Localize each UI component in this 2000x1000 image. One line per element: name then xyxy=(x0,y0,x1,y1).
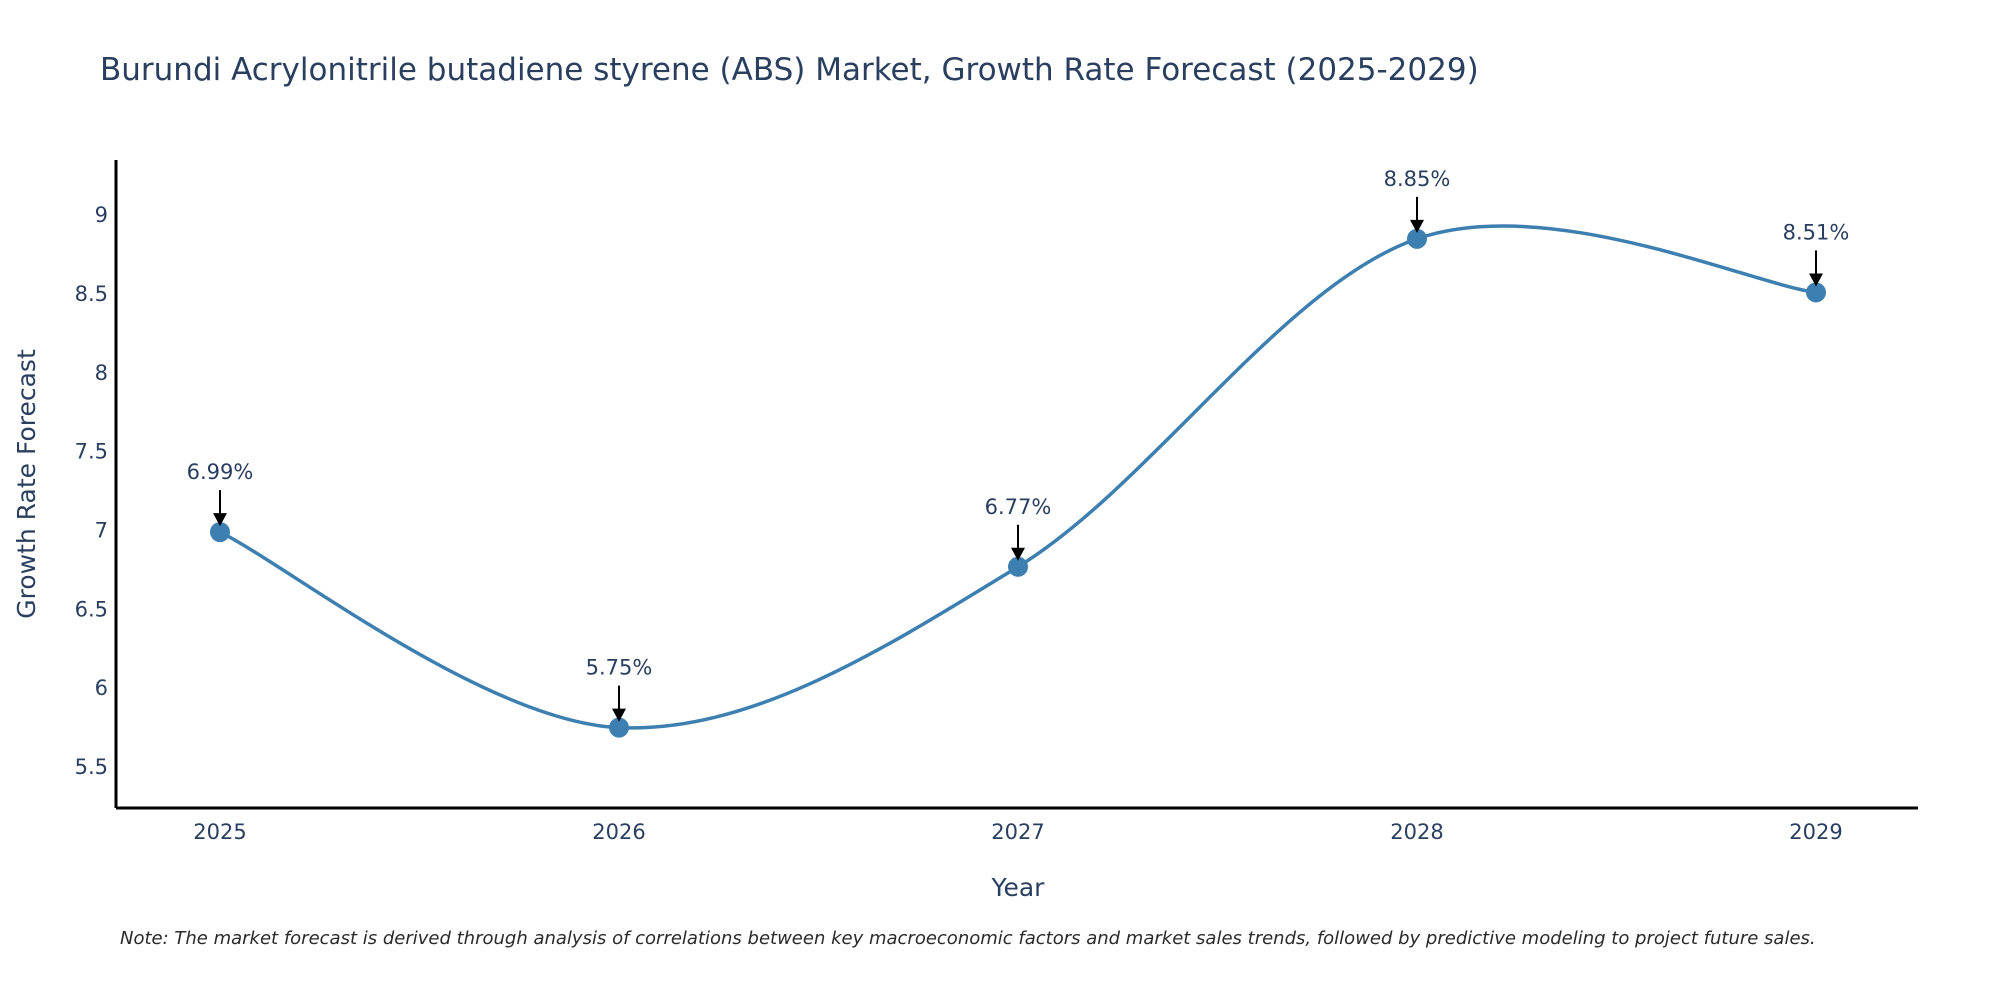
x-tick-label: 2029 xyxy=(1789,820,1842,844)
data-markers xyxy=(210,228,1826,738)
y-axis-ticks: 5.5 6 6.5 7 7.5 8 8.5 9 xyxy=(75,203,108,779)
y-tick-label: 8 xyxy=(95,361,108,385)
x-axis-title: Year xyxy=(991,873,1046,902)
annotation-label: 6.77% xyxy=(985,495,1052,519)
annotation-label: 6.99% xyxy=(187,460,254,484)
annotation-label: 8.85% xyxy=(1384,167,1451,191)
annotation-arrowhead xyxy=(1809,273,1823,287)
data-point xyxy=(1806,282,1826,303)
x-tick-label: 2026 xyxy=(592,820,645,844)
y-axis-title: Growth Rate Forecast xyxy=(12,349,41,619)
y-tick-label: 7 xyxy=(95,519,108,543)
annotation-label: 5.75% xyxy=(586,656,653,680)
chart-title: Burundi Acrylonitrile butadiene styrene … xyxy=(100,52,1479,88)
y-tick-label: 6.5 xyxy=(75,597,108,621)
x-axis-ticks: 2025 2026 2027 2028 2029 xyxy=(193,820,1842,844)
x-tick-label: 2025 xyxy=(193,820,246,844)
footnote: Note: The market forecast is derived thr… xyxy=(120,928,1816,949)
data-point xyxy=(609,717,629,738)
y-tick-label: 5.5 xyxy=(75,755,108,779)
annotation-label: 8.51% xyxy=(1783,220,1850,244)
data-point xyxy=(1407,228,1427,249)
annotation-arrowhead xyxy=(213,513,227,527)
y-tick-label: 9 xyxy=(95,203,108,227)
y-tick-label: 6 xyxy=(95,676,108,700)
series-line xyxy=(219,224,1817,730)
data-annotations: 6.99% 5.75% 6.77% 8.85% 8.51% xyxy=(187,167,1850,722)
data-point xyxy=(210,522,230,543)
annotation-arrowhead xyxy=(1011,547,1025,561)
annotation-arrowhead xyxy=(612,708,626,722)
y-tick-label: 7.5 xyxy=(75,440,108,464)
x-tick-label: 2027 xyxy=(991,820,1044,844)
data-point xyxy=(1008,556,1028,577)
x-tick-label: 2028 xyxy=(1390,820,1443,844)
annotation-arrowhead xyxy=(1410,219,1424,233)
y-tick-label: 8.5 xyxy=(75,282,108,306)
